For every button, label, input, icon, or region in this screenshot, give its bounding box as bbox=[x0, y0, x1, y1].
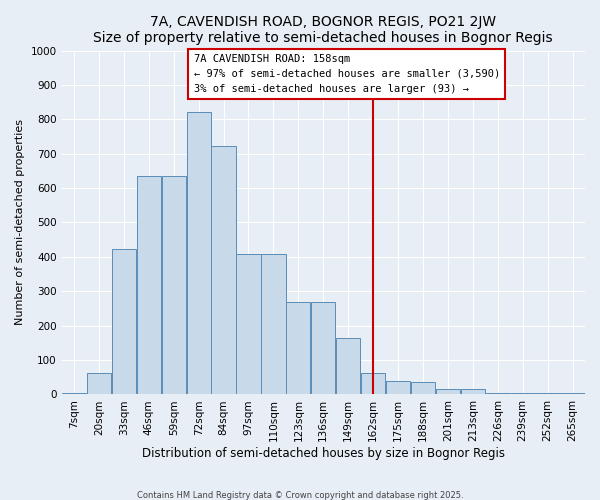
Bar bbox=[62, 392, 86, 394]
Bar bbox=[161, 176, 186, 394]
Bar bbox=[386, 380, 410, 394]
Title: 7A, CAVENDISH ROAD, BOGNOR REGIS, PO21 2JW
Size of property relative to semi-det: 7A, CAVENDISH ROAD, BOGNOR REGIS, PO21 2… bbox=[94, 15, 553, 45]
Bar bbox=[411, 382, 435, 394]
Text: 7A CAVENDISH ROAD: 158sqm
← 97% of semi-detached houses are smaller (3,590)
3% o: 7A CAVENDISH ROAD: 158sqm ← 97% of semi-… bbox=[194, 54, 500, 94]
Bar bbox=[336, 338, 360, 394]
Bar bbox=[536, 392, 560, 394]
Bar bbox=[137, 176, 161, 394]
Bar bbox=[262, 254, 286, 394]
Bar bbox=[485, 392, 510, 394]
Bar bbox=[236, 254, 260, 394]
X-axis label: Distribution of semi-detached houses by size in Bognor Regis: Distribution of semi-detached houses by … bbox=[142, 447, 505, 460]
Bar bbox=[187, 112, 211, 394]
Bar bbox=[436, 388, 460, 394]
Bar bbox=[511, 392, 535, 394]
Bar bbox=[361, 373, 385, 394]
Bar bbox=[286, 302, 310, 394]
Bar bbox=[112, 250, 136, 394]
Text: Contains HM Land Registry data © Crown copyright and database right 2025.: Contains HM Land Registry data © Crown c… bbox=[137, 490, 463, 500]
Bar bbox=[87, 373, 111, 394]
Bar bbox=[211, 146, 236, 394]
Bar bbox=[560, 392, 584, 394]
Bar bbox=[461, 388, 485, 394]
Bar bbox=[311, 302, 335, 394]
Y-axis label: Number of semi-detached properties: Number of semi-detached properties bbox=[15, 120, 25, 326]
